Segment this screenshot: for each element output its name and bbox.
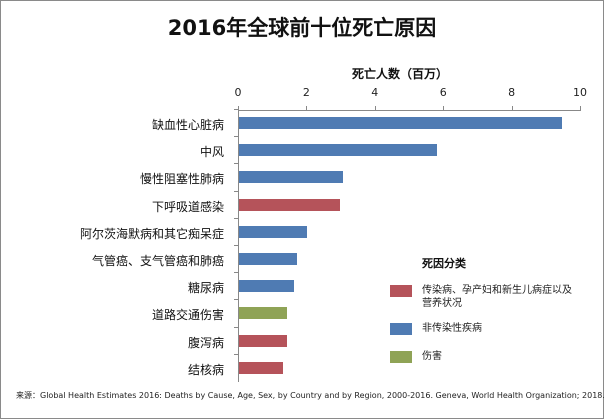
x-tick-mark: [374, 106, 376, 111]
y-tick-mark: [234, 109, 239, 110]
legend-label: 传染病、孕产妇和新生儿病症以及营养状况: [422, 285, 572, 309]
bar: [239, 361, 284, 374]
category-label: 腹泻病: [187, 335, 224, 350]
category-label: 慢性阻塞性肺病: [139, 172, 224, 187]
category-label: 道路交通伤害: [151, 308, 224, 323]
x-tick-label: 8: [508, 86, 516, 99]
legend-swatch: [390, 323, 412, 335]
bar: [239, 117, 563, 129]
x-tick-mark: [306, 106, 308, 111]
x-tick-mark: [443, 106, 445, 111]
chart-title: 2016年全球前十位死亡原因: [167, 16, 437, 40]
y-tick-mark: [234, 272, 239, 274]
category-label: 结核病: [187, 362, 224, 377]
x-tick-mark: [580, 106, 581, 111]
x-tick-label: 0: [234, 86, 242, 99]
y-axis-line: [238, 110, 239, 382]
x-tick-label: 4: [371, 86, 379, 99]
bar: [239, 280, 294, 293]
x-tick-label: 10: [573, 86, 587, 99]
bar: [239, 198, 340, 211]
category-label: 中风: [199, 145, 224, 160]
y-tick-mark: [234, 299, 239, 301]
x-tick-mark: [238, 106, 239, 111]
y-tick-mark: [234, 353, 239, 355]
legend-title: 死因分类: [422, 257, 466, 270]
category-label: 阿尔茨海默病和其它痴呆症: [79, 226, 224, 241]
y-tick-mark: [234, 136, 239, 138]
bar: [239, 334, 287, 347]
category-label: 下呼吸道感染: [151, 199, 224, 214]
category-label: 气管癌、支气管癌和肺癌: [91, 254, 224, 268]
category-label: 缺血性心脏病: [151, 118, 224, 132]
bar: [239, 307, 287, 320]
y-tick-mark: [234, 163, 239, 165]
legend-label: 伤害: [422, 351, 442, 362]
category-label: 糖尿病: [187, 281, 224, 296]
legend-label: 非传染性疾病: [422, 323, 482, 334]
legend-swatch: [390, 285, 412, 297]
bar: [239, 253, 298, 265]
y-tick-mark: [234, 245, 239, 246]
bar: [239, 171, 344, 184]
x-tick-label: 6: [439, 86, 447, 99]
y-tick-mark: [234, 190, 239, 192]
bar: [239, 225, 308, 238]
bar: [239, 144, 438, 157]
x-axis-label: 死亡人数（百万）: [352, 67, 449, 81]
x-tick-mark: [511, 106, 513, 111]
x-axis-line: [238, 110, 581, 111]
y-tick-mark: [234, 217, 239, 219]
y-tick-mark: [234, 326, 239, 328]
legend-swatch: [390, 351, 412, 363]
source-note: 来源：Global Health Estimates 2016: Deaths …: [16, 391, 604, 400]
x-tick-label: 2: [302, 86, 310, 99]
